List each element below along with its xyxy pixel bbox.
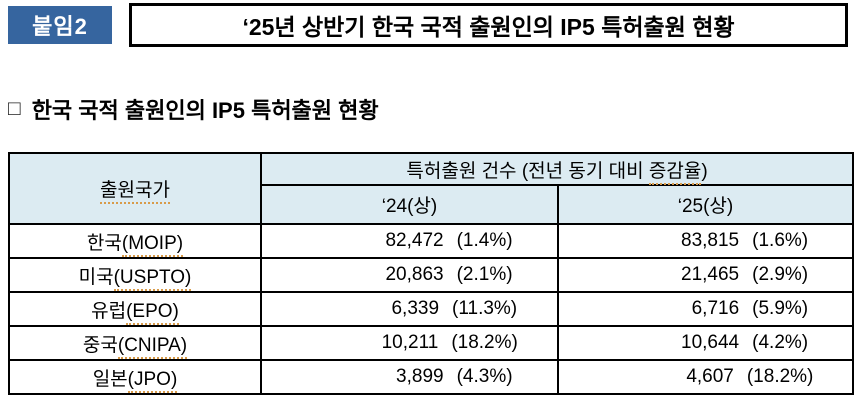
cell-country: 미국(USPTO): [8, 257, 262, 293]
rate-2024: (18.2%): [451, 332, 518, 353]
title-box: ‘25년 상반기 한국 국적 출원인의 IP5 특허출원 현황: [129, 3, 848, 47]
group-header-suffix: ): [701, 160, 708, 182]
col-header-country-label: 출원국가: [100, 180, 170, 204]
country-name: 일본: [92, 368, 128, 390]
group-header-prefix: 특허출원 건수 (전년 동기 대비: [406, 160, 649, 182]
rate-2024: (4.3%): [456, 366, 513, 387]
rate-2025: (1.6%): [752, 230, 809, 251]
page-title: ‘25년 상반기 한국 국적 출원인의 IP5 특허출원 현황: [242, 14, 735, 40]
rate-2025: (5.9%): [752, 298, 809, 319]
office-code: (CNIPA): [117, 334, 188, 359]
cell-country: 유럽(EPO): [8, 291, 262, 327]
cell-country: 한국(MOIP): [8, 223, 262, 259]
rate-2024: (11.3%): [452, 298, 518, 319]
cell-2024-value: 82,472 (1.4%): [260, 223, 559, 259]
table-header-row-group: 출원국가 특허출원 건수 (전년 동기 대비 증감율): [8, 152, 855, 225]
office-code: (MOIP): [121, 232, 184, 257]
country-name: 유럽: [91, 300, 127, 322]
ip5-table: 출원국가 특허출원 건수 (전년 동기 대비 증감율) ‘24(상) ‘25(상…: [8, 152, 855, 395]
count-2025: 6,716: [691, 298, 740, 319]
rate-2025: (4.2%): [752, 332, 809, 353]
cell-2025-value: 4,607 (18.2%): [556, 359, 855, 395]
table-row-europe: 유럽(EPO) 6,339 (11.3%) 6,716 (5.9%): [8, 291, 855, 327]
rate-2024: (1.4%): [456, 230, 513, 251]
attachment-badge: 붙임2: [8, 6, 112, 44]
rate-2025: (18.2%): [746, 366, 814, 387]
col-header-applications: 특허출원 건수 (전년 동기 대비 증감율): [259, 152, 855, 186]
table-row-korea: 한국(MOIP) 82,472 (1.4%) 83,815 (1.6%): [8, 223, 855, 259]
cell-2025-value: 83,815 (1.6%): [556, 223, 855, 259]
cell-2025-value: 21,465 (2.9%): [556, 257, 855, 293]
count-2024: 20,863: [385, 264, 444, 285]
col-header-2025: ‘25(상): [556, 184, 855, 225]
count-2025: 10,644: [681, 332, 740, 353]
office-code: (USPTO): [113, 266, 192, 291]
section-title: 한국 국적 출원인의 IP5 특허출원 현황: [31, 98, 379, 123]
country-name: 미국: [78, 266, 114, 288]
cell-2024-value: 3,899 (4.3%): [260, 359, 559, 395]
cell-2024-value: 20,863 (2.1%): [260, 257, 559, 293]
table-row-usa: 미국(USPTO) 20,863 (2.1%) 21,465 (2.9%): [8, 257, 855, 293]
rate-2025: (2.9%): [752, 264, 809, 285]
country-name: 중국: [82, 334, 118, 356]
count-2025: 83,815: [681, 230, 740, 251]
office-code: (JPO): [127, 368, 178, 393]
cell-2024-value: 10,211 (18.2%): [260, 325, 559, 361]
table-row-japan: 일본(JPO) 3,899 (4.3%) 4,607 (18.2%): [8, 359, 855, 395]
cell-country: 일본(JPO): [8, 359, 262, 395]
col-header-2024: ‘24(상): [260, 184, 559, 225]
table-row-china: 중국(CNIPA) 10,211 (18.2%) 10,644 (4.2%): [8, 325, 855, 361]
count-2024: 10,211: [381, 332, 439, 353]
count-2025: 4,607: [686, 366, 734, 387]
cell-2025-value: 10,644 (4.2%): [556, 325, 855, 361]
cell-country: 중국(CNIPA): [8, 325, 262, 361]
cell-2024-value: 6,339 (11.3%): [260, 291, 559, 327]
count-2025: 21,465: [681, 264, 740, 285]
count-2024: 82,472: [385, 230, 444, 251]
col-header-country: 출원국가: [8, 152, 262, 225]
rate-2024: (2.1%): [456, 264, 513, 285]
office-code: (EPO): [126, 300, 179, 325]
group-header-emph: 증감율: [648, 160, 702, 185]
square-bullet-icon: □: [8, 96, 21, 120]
table-header-row-years: ‘24(상) ‘25(상): [9, 184, 855, 225]
count-2024: 3,899: [396, 366, 444, 387]
country-name: 한국: [86, 232, 122, 254]
count-2024: 6,339: [391, 298, 440, 319]
cell-2025-value: 6,716 (5.9%): [556, 291, 855, 327]
section-heading: □ 한국 국적 출원인의 IP5 특허출원 현황: [8, 93, 379, 125]
